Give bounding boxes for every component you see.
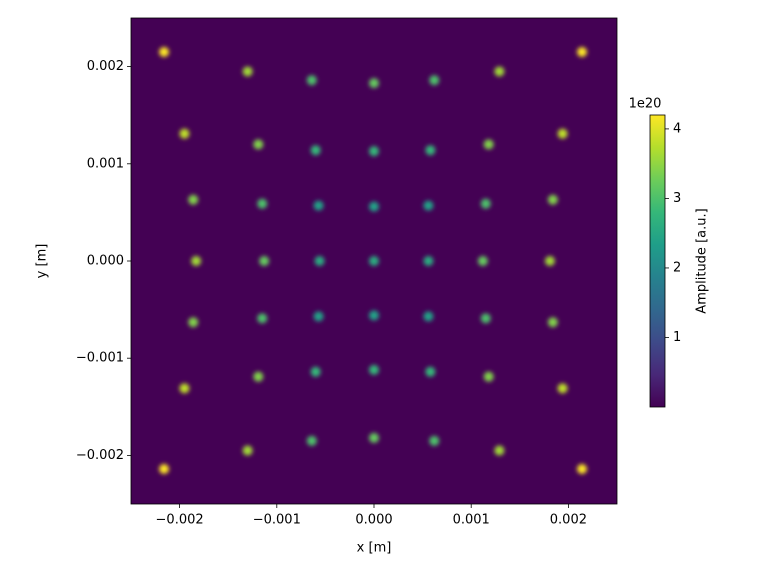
intensity-peak <box>369 432 379 443</box>
colorbar-tick-label: 2 <box>673 260 681 275</box>
y-tick-label: 0.000 <box>87 254 124 269</box>
intensity-peak <box>306 435 317 446</box>
intensity-peak <box>544 256 555 266</box>
intensity-peak <box>423 200 434 211</box>
intensity-peak <box>483 139 494 150</box>
intensity-peak <box>369 364 379 375</box>
y-tick-label: 0.001 <box>87 156 124 171</box>
y-tick-label: −0.001 <box>76 351 124 366</box>
intensity-peak <box>191 256 202 266</box>
intensity-peak <box>477 256 488 266</box>
intensity-peak <box>557 383 568 394</box>
intensity-peak <box>494 66 505 77</box>
intensity-peak <box>423 256 434 266</box>
intensity-peak <box>314 256 325 266</box>
intensity-peak <box>159 47 170 58</box>
intensity-peak <box>423 311 434 322</box>
intensity-peak <box>429 435 440 446</box>
intensity-peak <box>577 464 588 475</box>
x-axis-label: x [m] <box>357 541 392 556</box>
intensity-peak <box>369 201 379 212</box>
y-axis-label: y [m] <box>35 244 50 279</box>
intensity-peak <box>313 200 324 211</box>
intensity-peak <box>188 194 199 205</box>
intensity-peak <box>179 383 190 394</box>
intensity-peak <box>494 445 505 456</box>
intensity-peak <box>369 146 379 157</box>
x-tick-label: 0.002 <box>550 513 587 528</box>
x-tick-label: −0.001 <box>253 513 301 528</box>
intensity-peak <box>547 194 558 205</box>
intensity-peak <box>253 371 264 382</box>
colorbar <box>649 114 666 408</box>
colorbar-offset: 1e20 <box>629 97 662 112</box>
intensity-peak <box>483 371 494 382</box>
colorbar-tick-label: 1 <box>673 330 681 345</box>
intensity-peak <box>429 75 440 86</box>
intensity-peak <box>369 78 379 89</box>
y-tick-label: −0.002 <box>76 448 124 463</box>
intensity-peak <box>188 317 199 328</box>
intensity-peak <box>369 256 379 266</box>
x-tick-label: 0.000 <box>355 513 392 528</box>
intensity-peak <box>310 366 321 377</box>
intensity-peak <box>577 47 588 58</box>
intensity-peak <box>242 445 253 456</box>
intensity-peak <box>257 198 268 209</box>
intensity-peak <box>547 317 558 328</box>
intensity-peak <box>259 256 270 266</box>
heatmap <box>159 47 588 475</box>
intensity-peak <box>159 464 170 475</box>
intensity-peak <box>557 128 568 139</box>
intensity-peak <box>257 313 268 324</box>
x-tick-label: −0.002 <box>156 513 204 528</box>
intensity-peak <box>313 311 324 322</box>
intensity-peak <box>310 145 321 156</box>
intensity-peak <box>253 139 264 150</box>
colorbar-tick-label: 4 <box>673 121 681 136</box>
intensity-peak <box>242 66 253 77</box>
intensity-peak <box>369 310 379 321</box>
intensity-peak <box>480 198 491 209</box>
y-tick-label: 0.002 <box>87 59 124 74</box>
intensity-peak <box>425 366 436 377</box>
intensity-peak <box>425 145 436 156</box>
colorbar-label: Amplitude [a.u.] <box>695 208 710 313</box>
intensity-peak <box>306 75 317 86</box>
x-tick-label: 0.001 <box>453 513 490 528</box>
intensity-peak <box>480 313 491 324</box>
intensity-peak <box>179 128 190 139</box>
colorbar-tick-label: 3 <box>673 191 681 206</box>
